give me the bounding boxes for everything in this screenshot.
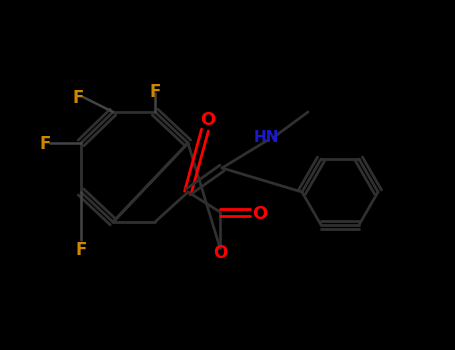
Text: F: F: [39, 135, 51, 153]
Text: F: F: [72, 89, 84, 107]
Text: F: F: [76, 241, 87, 259]
Text: O: O: [200, 111, 216, 129]
Text: F: F: [149, 83, 161, 101]
Text: O: O: [253, 205, 268, 223]
Text: O: O: [213, 244, 227, 262]
Text: HN: HN: [253, 130, 279, 145]
